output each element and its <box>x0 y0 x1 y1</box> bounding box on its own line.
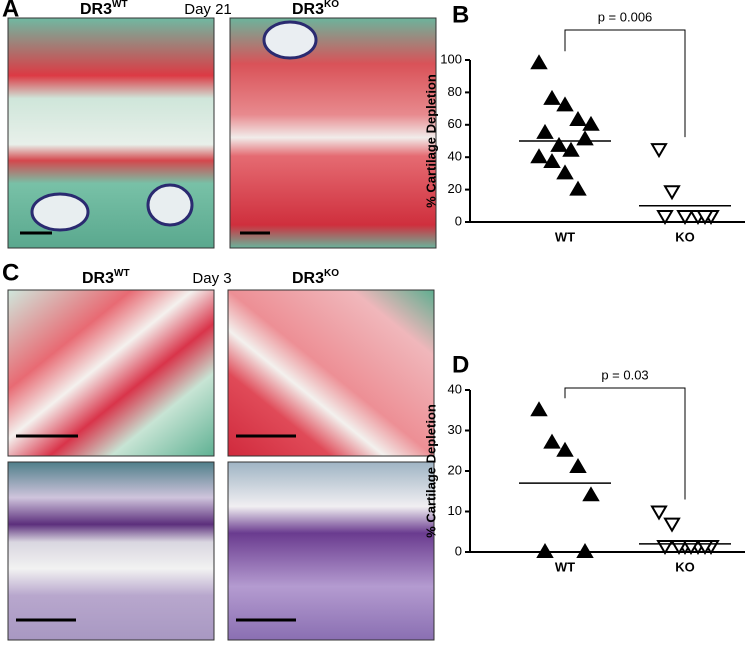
data-point <box>530 401 548 417</box>
heading-base: DR3 <box>292 1 324 18</box>
y-tick-label: 0 <box>455 213 462 228</box>
panel-label: B <box>452 1 469 28</box>
heading-sup: WT <box>114 268 130 279</box>
significance-bracket <box>564 29 686 138</box>
significance-bracket <box>564 387 686 500</box>
panel-label: C <box>2 259 19 286</box>
data-point <box>530 148 548 164</box>
y-tick-label: 30 <box>448 422 462 437</box>
data-point <box>656 210 674 225</box>
data-point <box>536 123 554 139</box>
data-point <box>663 185 681 201</box>
y-tick-label: 0 <box>455 543 462 558</box>
day-label: Day 3 <box>192 270 231 287</box>
heading-sup: KO <box>324 0 339 10</box>
y-tick-label: 60 <box>448 116 462 131</box>
data-point <box>543 89 561 105</box>
data-point <box>576 543 594 558</box>
data-point <box>550 136 568 152</box>
y-axis-label: % Cartilage Depletion <box>423 74 438 208</box>
y-tick-label: 20 <box>448 181 462 196</box>
y-tick-label: 80 <box>448 84 462 99</box>
data-point <box>696 210 714 225</box>
heading-sup: KO <box>324 268 339 279</box>
image-c-wt-top <box>7 289 215 457</box>
data-point <box>576 130 594 146</box>
data-point <box>543 153 561 169</box>
heading: DR3WT <box>82 268 130 288</box>
y-tick-label: 10 <box>448 503 462 518</box>
data-point <box>530 54 548 70</box>
marrow <box>30 192 90 232</box>
y-tick-label: 40 <box>448 149 462 164</box>
heading-sup: WT <box>112 0 128 10</box>
x-tick-label: KO <box>675 559 695 574</box>
image-c-ko-top <box>227 289 435 457</box>
data-point <box>582 115 600 131</box>
image-a-ko <box>229 17 437 249</box>
day-label: Day 21 <box>184 1 232 18</box>
heading-base: DR3 <box>292 270 324 287</box>
image-c-wt-bottom <box>7 461 215 641</box>
data-point <box>556 96 574 112</box>
data-point <box>569 457 587 473</box>
data-point <box>650 505 668 521</box>
marrow <box>262 20 318 60</box>
y-tick-label: 100 <box>440 51 462 66</box>
data-point <box>650 143 668 159</box>
image-c-ko-bottom <box>227 461 435 641</box>
data-point <box>556 441 574 457</box>
p-value: p = 0.006 <box>598 9 653 24</box>
heading: DR3KO <box>292 268 339 288</box>
data-point <box>569 180 587 196</box>
data-point <box>543 433 561 449</box>
data-point <box>569 110 587 126</box>
heading: DR3KO <box>292 0 339 18</box>
histology-images <box>7 17 437 641</box>
y-axis-label: % Cartilage Depletion <box>423 404 438 538</box>
x-tick-label: WT <box>555 559 575 574</box>
marrow <box>146 183 194 227</box>
x-tick-label: WT <box>555 229 575 244</box>
data-point <box>562 141 580 157</box>
heading-base: DR3 <box>82 270 114 287</box>
panel-label: D <box>452 351 469 378</box>
data-point <box>663 517 681 533</box>
data-point <box>676 210 694 225</box>
p-value: p = 0.03 <box>601 367 648 382</box>
data-point <box>582 486 600 502</box>
x-tick-label: KO <box>675 229 695 244</box>
panel-label: A <box>2 0 19 22</box>
y-tick-label: 20 <box>448 462 462 477</box>
heading: DR3WT <box>80 0 128 18</box>
data-point <box>556 164 574 180</box>
heading-base: DR3 <box>80 1 112 18</box>
data-point <box>536 543 554 558</box>
y-tick-label: 40 <box>448 381 462 396</box>
